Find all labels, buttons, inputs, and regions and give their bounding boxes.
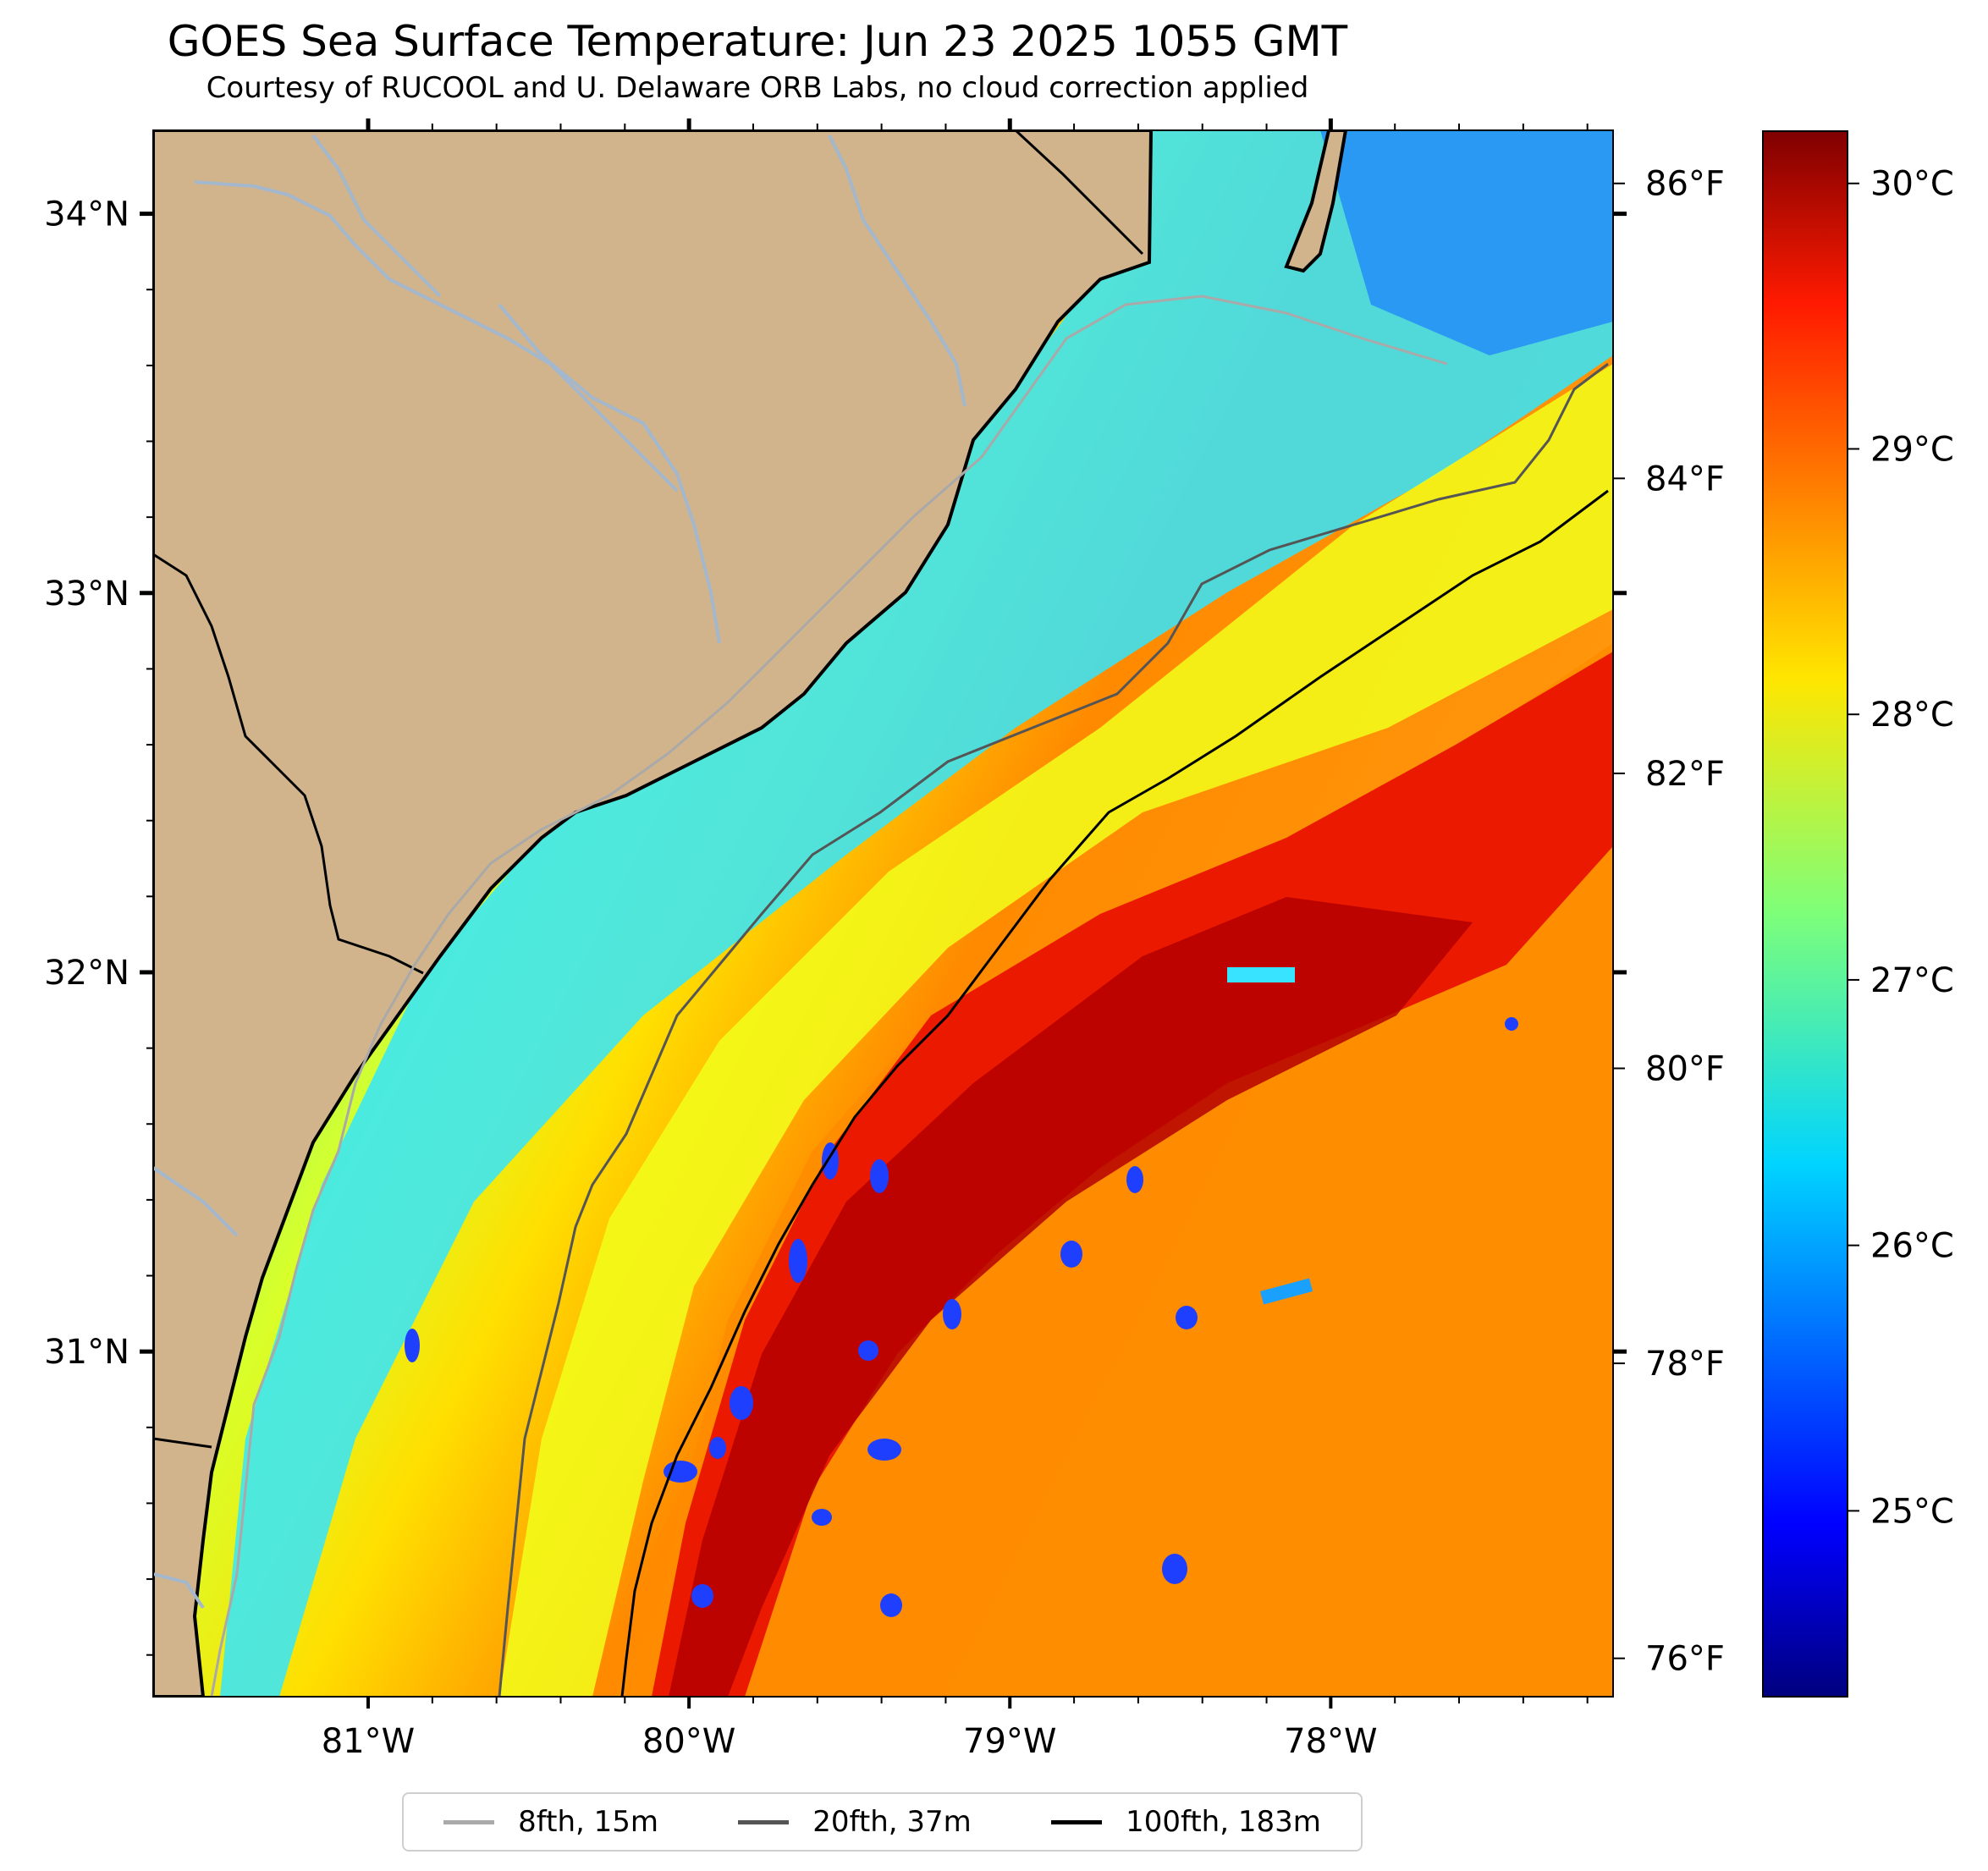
cold-eddy [1176, 1306, 1198, 1329]
fahrenheit-tick-label: 80°F [1645, 1050, 1725, 1089]
cold-eddy [1162, 1554, 1187, 1584]
colorbar-tick-label: 30°C [1870, 165, 1954, 204]
legend-line-20fth [738, 1819, 790, 1824]
gulf-stream-hot-core [669, 897, 1473, 1697]
contour-legend: 8fth, 15m 20fth, 37m 100fth, 183m [402, 1792, 1363, 1852]
contour-8fth [210, 294, 1448, 1697]
map-area [153, 130, 1613, 1697]
land-mass [153, 130, 1154, 1697]
state-boundary [1014, 130, 1144, 256]
cold-eddy [880, 1593, 902, 1617]
cold-eddy [943, 1299, 961, 1329]
cold-eddy [789, 1239, 807, 1283]
state-boundaries [153, 130, 1144, 1449]
legend-label-20fth: 20fth, 37m [812, 1805, 972, 1839]
lon-tick-label: 79°W [963, 1722, 1056, 1761]
lat-tick-label: 33°N [44, 575, 129, 614]
lon-tick-label: 80°W [642, 1722, 735, 1761]
legend-item-20fth: 20fth, 37m [738, 1805, 972, 1839]
cool-filament [1259, 1278, 1313, 1305]
lat-tick-label: 31°N [44, 1333, 129, 1372]
cold-eddy [812, 1509, 832, 1526]
cold-eddy [709, 1437, 726, 1459]
contour-100fth [620, 489, 1609, 1697]
cold-eddy [405, 1329, 420, 1362]
state-boundary [153, 1437, 212, 1449]
legend-label-8fth: 8fth, 15m [518, 1805, 659, 1839]
colorbar-tick-label: 27°C [1870, 961, 1954, 1000]
river [153, 1166, 239, 1237]
cold-eddy [730, 1386, 753, 1420]
legend-line-100fth [1051, 1819, 1103, 1824]
cold-eddy [858, 1340, 878, 1361]
state-boundary [153, 553, 424, 975]
legend-label-100fth: 100fth, 183m [1126, 1805, 1321, 1839]
rivers [153, 134, 966, 1610]
fahrenheit-tick-label: 78°F [1645, 1345, 1725, 1384]
colorbar-tick-label: 28°C [1870, 696, 1954, 735]
cold-eddy [1126, 1166, 1143, 1193]
lat-tick-label: 34°N [44, 195, 129, 234]
lon-tick-label: 78°W [1284, 1722, 1377, 1761]
colorbar [1762, 130, 1848, 1698]
colorbar-tick-label: 26°C [1870, 1227, 1954, 1266]
lat-tick-label: 32°N [44, 954, 129, 993]
cold-eddy [691, 1584, 713, 1608]
longitude-axis: 81°W 80°W 79°W 78°W [322, 118, 1589, 1761]
cold-eddy [1060, 1241, 1082, 1268]
page-title: GOES Sea Surface Temperature: Jun 23 202… [167, 17, 1348, 66]
lon-tick-label: 81°W [322, 1722, 415, 1761]
fahrenheit-tick-label: 84°F [1645, 459, 1725, 498]
legend-line-8fth [443, 1819, 495, 1824]
river [311, 134, 442, 298]
river [828, 135, 966, 407]
cold-eddy [1505, 1017, 1518, 1031]
colorbar-tick-label: 29°C [1870, 430, 1954, 469]
land-sliver-north [1284, 130, 1348, 273]
fahrenheit-tick-label: 82°F [1645, 755, 1725, 794]
cold-eddy [867, 1439, 901, 1461]
page-subtitle: Courtesy of RUCOOL and U. Delaware ORB L… [206, 71, 1309, 105]
fahrenheit-tick-label: 86°F [1645, 165, 1725, 204]
contour-20fth [498, 362, 1609, 1697]
river [194, 180, 679, 493]
cool-filament [1227, 967, 1295, 982]
fahrenheit-axis: 76°F 78°F 80°F 82°F 84°F 86°F [1613, 165, 1725, 1679]
map-frame [152, 129, 1614, 1698]
cold-patch-northeast [1320, 130, 1613, 355]
mid-shelf-warm-band [499, 364, 1613, 1697]
latitude-axis: 31°N 32°N 33°N 34°N [44, 195, 1627, 1656]
cold-eddies [405, 967, 1518, 1617]
legend-item-100fth: 100fth, 183m [1051, 1805, 1321, 1839]
colorbar-axis: 25°C 26°C 27°C 28°C 29°C 30°C [1848, 165, 1954, 1531]
cold-eddy [870, 1159, 889, 1193]
river [153, 1572, 205, 1610]
fahrenheit-tick-label: 76°F [1645, 1640, 1725, 1679]
colorbar-tick-label: 25°C [1870, 1492, 1954, 1531]
nearshore-cool-water [220, 130, 1613, 1697]
legend-item-8fth: 8fth, 15m [443, 1805, 658, 1839]
river [498, 303, 721, 644]
